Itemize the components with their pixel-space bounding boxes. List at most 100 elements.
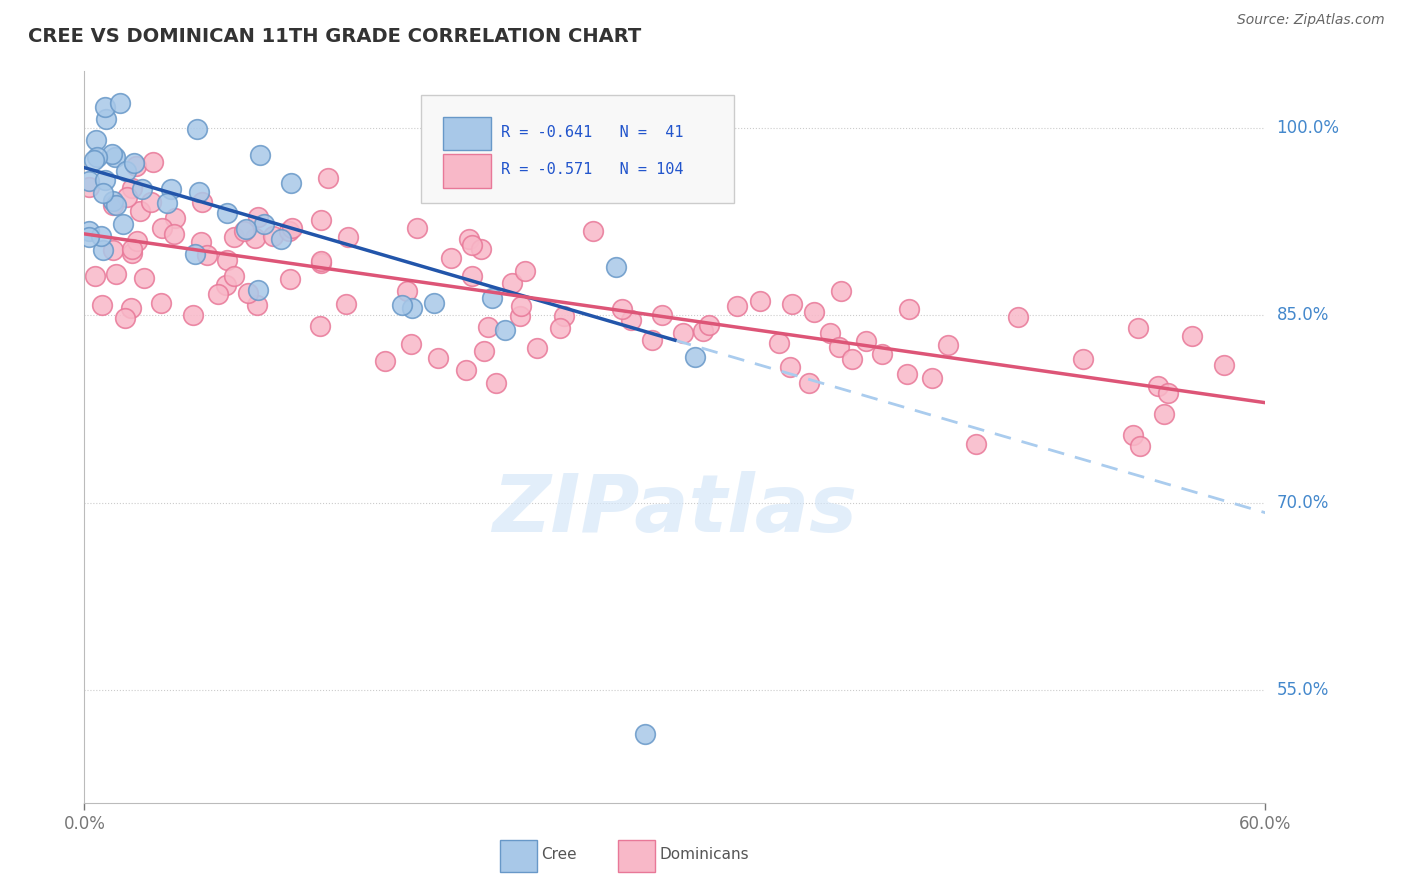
- Point: [406, 221, 429, 235]
- Point: [105, 198, 128, 212]
- Point: [245, 298, 267, 312]
- Point: [799, 376, 821, 390]
- Point: [181, 308, 204, 322]
- Point: [90, 229, 112, 244]
- Point: [270, 232, 292, 246]
- Point: [104, 150, 127, 164]
- Point: [582, 223, 605, 237]
- Point: [309, 254, 332, 268]
- Point: [309, 213, 332, 227]
- Point: [139, 194, 162, 209]
- Point: [1122, 428, 1144, 442]
- Point: [513, 264, 536, 278]
- Point: [190, 235, 212, 250]
- Point: [131, 182, 153, 196]
- Point: [195, 248, 218, 262]
- Point: [440, 252, 463, 266]
- Point: [280, 176, 302, 190]
- Point: [605, 260, 627, 274]
- Point: [872, 347, 894, 361]
- Point: [163, 227, 186, 241]
- Point: [395, 285, 418, 299]
- Point: [77, 179, 100, 194]
- Point: [129, 204, 152, 219]
- Point: [278, 224, 301, 238]
- Point: [110, 95, 132, 110]
- Point: [470, 243, 492, 257]
- Point: [401, 301, 423, 316]
- Point: [117, 190, 139, 204]
- Point: [1007, 310, 1029, 325]
- Point: [125, 159, 148, 173]
- Point: [215, 277, 238, 292]
- Point: [651, 309, 673, 323]
- Point: [472, 343, 495, 358]
- Point: [224, 269, 246, 284]
- Point: [281, 221, 304, 235]
- Point: [509, 299, 531, 313]
- Point: [134, 271, 156, 285]
- Point: [156, 196, 179, 211]
- Point: [494, 323, 516, 337]
- Point: [477, 320, 499, 334]
- Point: [610, 301, 633, 316]
- Point: [461, 238, 484, 252]
- Point: [83, 268, 105, 283]
- Point: [1129, 439, 1152, 453]
- Point: [91, 244, 114, 258]
- Text: 70.0%: 70.0%: [1277, 494, 1329, 512]
- Point: [936, 338, 959, 352]
- Text: 100.0%: 100.0%: [1277, 119, 1340, 136]
- Text: CREE VS DOMINICAN 11TH GRADE CORRELATION CHART: CREE VS DOMINICAN 11TH GRADE CORRELATION…: [28, 27, 641, 45]
- Point: [83, 153, 105, 168]
- Point: [749, 293, 772, 308]
- Point: [725, 299, 748, 313]
- Point: [780, 296, 803, 310]
- Point: [86, 133, 108, 147]
- Point: [634, 727, 657, 741]
- Text: Source: ZipAtlas.com: Source: ZipAtlas.com: [1237, 13, 1385, 28]
- Point: [374, 353, 396, 368]
- Point: [641, 333, 664, 347]
- Point: [427, 351, 450, 366]
- Point: [103, 198, 125, 212]
- FancyBboxPatch shape: [443, 117, 491, 151]
- Point: [548, 320, 571, 334]
- Point: [828, 340, 851, 354]
- Point: [246, 283, 269, 297]
- Point: [232, 224, 254, 238]
- Point: [122, 156, 145, 170]
- Text: Dominicans: Dominicans: [659, 847, 749, 862]
- Point: [921, 371, 943, 385]
- Point: [121, 181, 143, 195]
- Point: [526, 342, 548, 356]
- Point: [187, 185, 209, 199]
- Point: [1071, 352, 1094, 367]
- Point: [207, 287, 229, 301]
- Point: [683, 350, 706, 364]
- Point: [501, 276, 523, 290]
- Point: [309, 255, 332, 269]
- Point: [77, 174, 100, 188]
- Point: [803, 305, 825, 319]
- Point: [235, 222, 257, 236]
- Point: [86, 150, 108, 164]
- FancyBboxPatch shape: [619, 840, 655, 872]
- Point: [965, 437, 987, 451]
- Text: R = -0.641   N =  41: R = -0.641 N = 41: [502, 125, 683, 139]
- Point: [896, 368, 918, 382]
- Point: [336, 230, 359, 244]
- Point: [91, 297, 114, 311]
- Point: [399, 336, 422, 351]
- Point: [150, 221, 173, 235]
- Point: [253, 217, 276, 231]
- Point: [224, 230, 246, 244]
- Point: [1213, 358, 1236, 372]
- Point: [897, 302, 920, 317]
- Point: [186, 121, 208, 136]
- Point: [1147, 379, 1170, 393]
- Text: 55.0%: 55.0%: [1277, 681, 1329, 699]
- Point: [692, 324, 714, 338]
- Point: [1128, 321, 1150, 335]
- Point: [485, 376, 508, 390]
